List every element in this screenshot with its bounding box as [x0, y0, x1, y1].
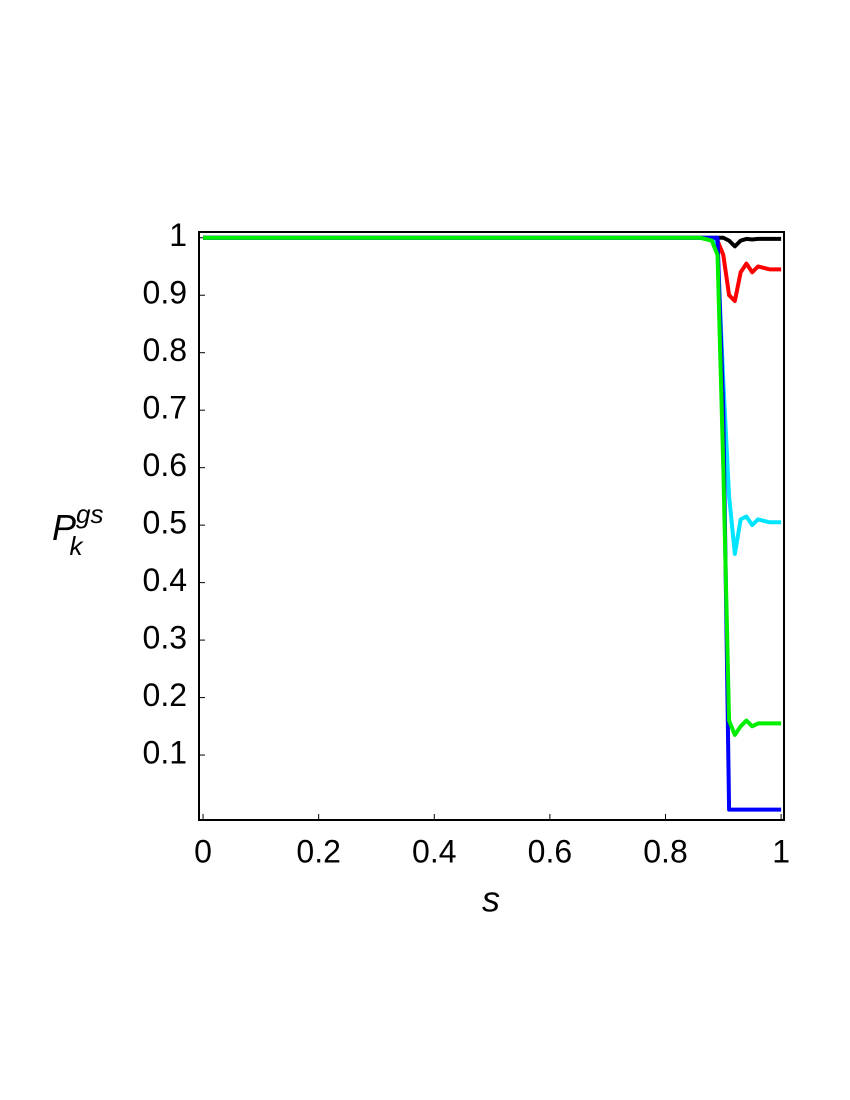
- y-tick-label: 0.8: [143, 332, 187, 368]
- x-axis-label: s: [482, 879, 500, 920]
- x-tick-label: 0.8: [643, 833, 687, 869]
- x-tick-label: 0.2: [296, 833, 340, 869]
- y-tick-label: 0.1: [143, 735, 187, 771]
- y-axis-label: Pgs k: [52, 499, 103, 561]
- series-line: [203, 235, 782, 556]
- y-tick-label: 0.2: [143, 677, 187, 713]
- y-tick-label: 1: [169, 217, 187, 253]
- x-tick-label: 1: [772, 833, 790, 869]
- y-label-base: P: [52, 507, 76, 548]
- y-tick-label: 0.3: [143, 620, 187, 656]
- plot-frame: [198, 231, 785, 821]
- x-tick-label: 0.4: [412, 833, 456, 869]
- series-line: [203, 235, 782, 737]
- x-tick-label: 0: [194, 833, 212, 869]
- y-label-sup: gs: [76, 499, 103, 529]
- y-tick-label: 0.7: [143, 390, 187, 426]
- series-line: [203, 235, 782, 812]
- y-tick-label: 0.9: [143, 275, 187, 311]
- y-tick-label: 0.5: [143, 505, 187, 541]
- series-line: [203, 235, 782, 303]
- y-label-sub: k: [69, 531, 84, 561]
- y-tick-label: 0.4: [143, 562, 187, 598]
- y-tick-label: 0.6: [143, 447, 187, 483]
- x-tick-label: 0.6: [528, 833, 572, 869]
